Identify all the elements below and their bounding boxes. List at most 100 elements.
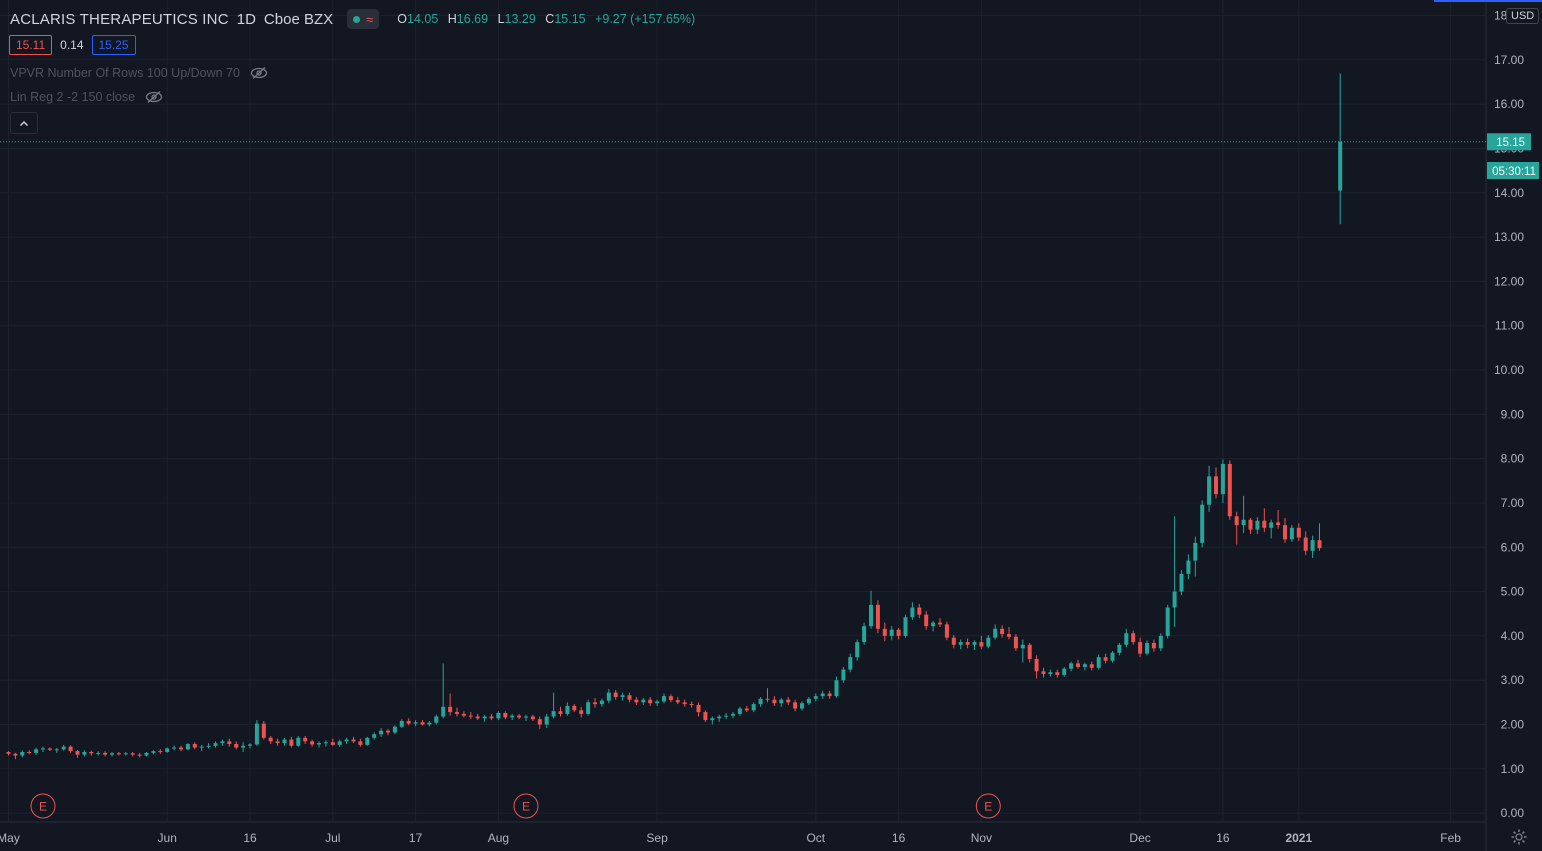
currency-label[interactable]: USD [1506,8,1540,24]
candle-body [1241,519,1246,526]
candle [248,743,252,749]
candle-body [1172,591,1177,608]
candle-body [917,607,922,615]
candle [296,736,301,747]
candle [944,621,949,641]
candle-body [1227,463,1232,517]
candle-body [944,624,949,638]
candle-body [185,744,190,750]
eye-hidden-icon[interactable] [250,66,268,80]
candle-body [1262,520,1267,528]
candle [54,747,59,753]
symbol-legend[interactable]: ACLARIS THERAPEUTICS INC 1D Cboe BZX ≈ O… [10,9,701,29]
candle [41,746,45,752]
candle-body [289,739,294,746]
candle-body [503,712,508,718]
price-tick-label: 2.00 [1501,718,1525,732]
interval[interactable]: 1D [236,10,256,28]
candle-body [1303,537,1308,551]
candle [199,744,204,752]
candle-body [599,700,604,705]
candle-body [979,642,984,647]
earnings-marker[interactable]: E [975,793,1001,819]
candle-body [1255,520,1260,530]
ask-price[interactable]: 15.25 [91,35,136,55]
candle [965,638,970,649]
candle [468,712,473,720]
candle-body [427,722,432,725]
candle [406,718,411,726]
candle [806,697,811,706]
candle [68,745,73,753]
candle [234,741,239,750]
candle [813,693,818,702]
time-tick-label: Nov [971,831,992,845]
time-tick-label: Oct [806,831,825,845]
market-status-pill[interactable]: ≈ [347,9,380,29]
candle-body [441,706,446,717]
candle [344,737,349,745]
candle [1096,654,1101,670]
candle-body [1062,668,1067,675]
candle [530,714,535,721]
candle-body [1186,560,1191,574]
candle-body [496,712,501,719]
price-tick-label: 7.00 [1501,496,1525,510]
indicator-label: Lin Reg 2 -2 150 close [10,90,136,104]
grid-lines [0,0,1486,822]
candle [993,624,998,640]
earnings-marker[interactable]: E [513,793,539,819]
candle-body [27,751,32,753]
candle [986,635,991,649]
candle [1207,465,1212,512]
candle-body [682,702,687,705]
candle-body [448,706,453,713]
candle-body [620,695,625,698]
candle-body [724,715,729,717]
collapse-indicators-button[interactable] [10,112,38,134]
candle-body [537,719,542,725]
candle-body [586,702,591,714]
candle-body [655,701,660,704]
candle [903,614,908,638]
candle [1020,639,1025,663]
candle [434,714,439,725]
candle-body [54,749,59,751]
candle [703,710,708,722]
candle [855,639,860,661]
candle-body [965,642,970,645]
candle-body [606,692,611,701]
candle [413,720,418,727]
candle-body [510,715,515,718]
candle [27,750,32,755]
eye-hidden-icon[interactable] [145,90,163,104]
candle [744,705,749,713]
candle-body [875,604,880,629]
candle-body [1165,607,1170,636]
candle [675,697,680,705]
earnings-marker[interactable]: E [30,793,56,819]
price-tick-label: 13.00 [1494,230,1524,244]
bid-price[interactable]: 15.11 [9,35,53,55]
candle-body [910,607,915,618]
candle [641,697,646,706]
candle [634,697,639,706]
candle-body [61,746,66,750]
candle [1151,639,1156,652]
indicator-vpvr[interactable]: VPVR Number Of Rows 100 Up/Down 70 [10,66,268,80]
candle [151,750,156,755]
candle-body [986,637,991,647]
candle [448,693,453,716]
candle [1117,642,1122,656]
candle [765,688,770,703]
indicator-linreg[interactable]: Lin Reg 2 -2 150 close [10,90,163,104]
candle-body [282,739,287,744]
candle [1007,627,1011,640]
symbol-name[interactable]: ACLARIS THERAPEUTICS INC [10,10,229,28]
candle [1296,523,1301,542]
candle [310,739,315,747]
candle-body [1248,519,1253,530]
candle-body [772,699,777,704]
settings-gear-icon[interactable] [1510,828,1528,851]
